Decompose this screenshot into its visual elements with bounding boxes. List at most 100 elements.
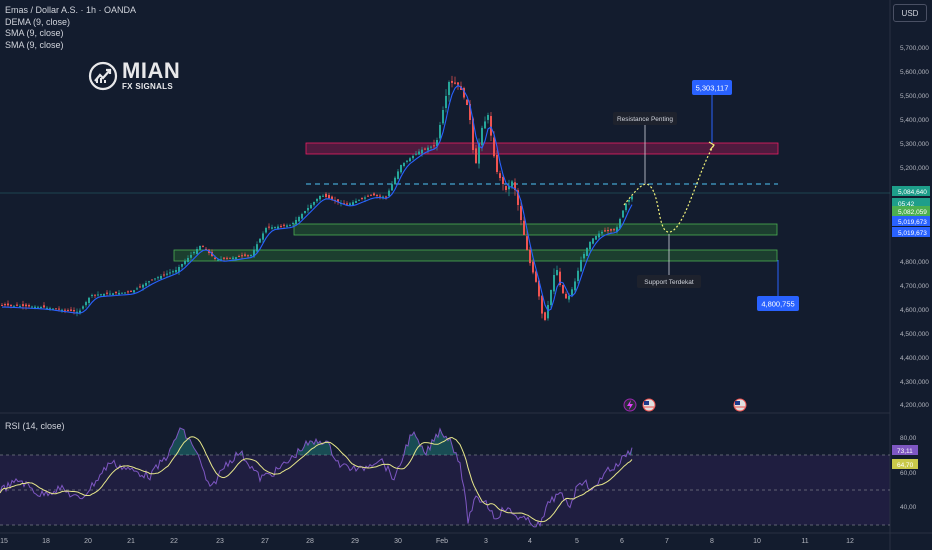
candle-body <box>586 248 588 256</box>
candle-body <box>346 203 348 205</box>
candle-body <box>463 88 465 98</box>
rsi-line[interactable] <box>0 427 633 528</box>
price-axis-label: 5,500,000 <box>900 93 929 100</box>
candle-body <box>604 230 606 232</box>
price-tag-box <box>892 186 930 196</box>
target-high-label: 5,303,117 <box>696 84 729 93</box>
rsi-axis[interactable]: 80,00 60,00 40,00 <box>900 435 917 511</box>
rsi-ma-line[interactable] <box>0 436 633 523</box>
candle-body <box>97 294 99 296</box>
candle-body <box>514 182 516 190</box>
us-flag-icon[interactable] <box>642 398 656 412</box>
candle-body <box>613 229 615 231</box>
candle-body <box>367 195 369 197</box>
main-pane[interactable] <box>0 0 890 412</box>
candle-body <box>448 82 450 95</box>
candle-body <box>127 291 129 293</box>
us-flag-icon[interactable] <box>733 398 747 412</box>
candle-body <box>316 199 318 202</box>
candle-body <box>280 225 282 227</box>
price-tag-box <box>892 206 930 216</box>
price-tag-box <box>892 227 930 237</box>
projection-path[interactable] <box>623 144 715 233</box>
candle-body <box>67 309 69 311</box>
currency-button[interactable]: USD <box>893 4 927 22</box>
rsi-axis-label: 60,00 <box>900 470 917 477</box>
price-axis-label: 5,400,000 <box>900 117 929 124</box>
candle-body <box>466 99 468 105</box>
time-axis[interactable]: 15 18 20 21 22 23 27 28 29 30 Feb 3 4 5 6 7 8 10 11 12 <box>0 538 854 545</box>
candle-body <box>520 206 522 220</box>
resistance-callout-box[interactable] <box>613 112 677 125</box>
candle-body <box>319 196 321 200</box>
candle-body <box>205 248 207 250</box>
candle-body <box>499 173 501 178</box>
candle-body <box>178 267 180 272</box>
candle-body <box>163 274 165 276</box>
candle-body <box>382 196 384 198</box>
sma-line[interactable] <box>2 84 633 314</box>
candle-body <box>76 311 78 314</box>
rsi-legend[interactable]: RSI (14, close) <box>5 421 65 431</box>
candle-body <box>511 181 513 187</box>
candle-body <box>571 289 573 296</box>
price-axis-label: 4,300,000 <box>900 379 929 386</box>
candle-body <box>154 278 156 280</box>
candle-body <box>373 193 375 196</box>
time-axis-label: 12 <box>846 538 854 545</box>
candle-body <box>418 151 420 155</box>
candle-body <box>79 310 81 313</box>
candle-body <box>7 303 9 306</box>
candle-body <box>52 308 54 310</box>
candle-body <box>328 195 330 199</box>
candle-body <box>427 147 429 151</box>
candle-body <box>166 273 168 275</box>
candle-body <box>619 218 621 229</box>
price-tag-box <box>892 198 930 208</box>
candle-body <box>256 244 258 252</box>
candle-body <box>70 309 72 311</box>
price-tag-label: 5,019,673 <box>898 219 927 226</box>
time-axis-label: 5 <box>575 538 579 545</box>
support-callout-label: Support Terdekat <box>644 279 694 286</box>
price-axis-label: 4,200,000 <box>900 402 929 409</box>
candle-body <box>433 145 435 147</box>
candle-body <box>190 255 192 258</box>
rsi-overbought-fill <box>170 427 632 455</box>
candle-body <box>85 302 87 306</box>
candle-body <box>355 201 357 203</box>
time-axis-label: 7 <box>665 538 669 545</box>
candle-body <box>544 312 546 320</box>
resistance-zone[interactable] <box>305 142 779 155</box>
price-axis-label: 5,600,000 <box>900 69 929 76</box>
time-axis-label: 29 <box>351 538 359 545</box>
candle-body <box>331 196 333 200</box>
support-callout-box[interactable] <box>637 275 701 288</box>
candle-body <box>196 249 198 254</box>
target-low-box[interactable] <box>757 296 799 311</box>
candle-body <box>616 227 618 232</box>
support-zone-upper[interactable] <box>293 223 778 236</box>
time-axis-label: Feb <box>436 538 448 545</box>
time-axis-label: 10 <box>753 538 761 545</box>
sma-indicator-label-2[interactable]: SMA (9, close) <box>5 39 64 50</box>
support-zone-lower[interactable] <box>173 249 778 262</box>
candle-body <box>301 214 303 219</box>
target-high-box[interactable] <box>692 80 732 95</box>
symbol-title[interactable]: Emas / Dollar A.S. · 1h · OANDA <box>5 5 137 15</box>
brand-logo: MIAN FX SIGNALS <box>88 60 180 91</box>
lightning-icon[interactable] <box>623 398 637 412</box>
sma-indicator-label[interactable]: SMA (9, close) <box>5 28 64 38</box>
candle-body <box>400 165 402 173</box>
candle-body <box>73 310 75 312</box>
candle-body <box>364 197 366 199</box>
logo-main-text: MIAN <box>122 58 181 83</box>
price-tags: 5,084,640 05:425,082,059 5,019,673 5,019,67… <box>892 186 930 237</box>
candle-body <box>1 304 3 306</box>
candle-body <box>28 305 30 307</box>
candle-body <box>574 281 576 291</box>
dema-indicator-label[interactable]: DEMA (9, close) <box>5 16 71 27</box>
candle-body <box>451 80 453 83</box>
candle-body <box>535 271 537 282</box>
